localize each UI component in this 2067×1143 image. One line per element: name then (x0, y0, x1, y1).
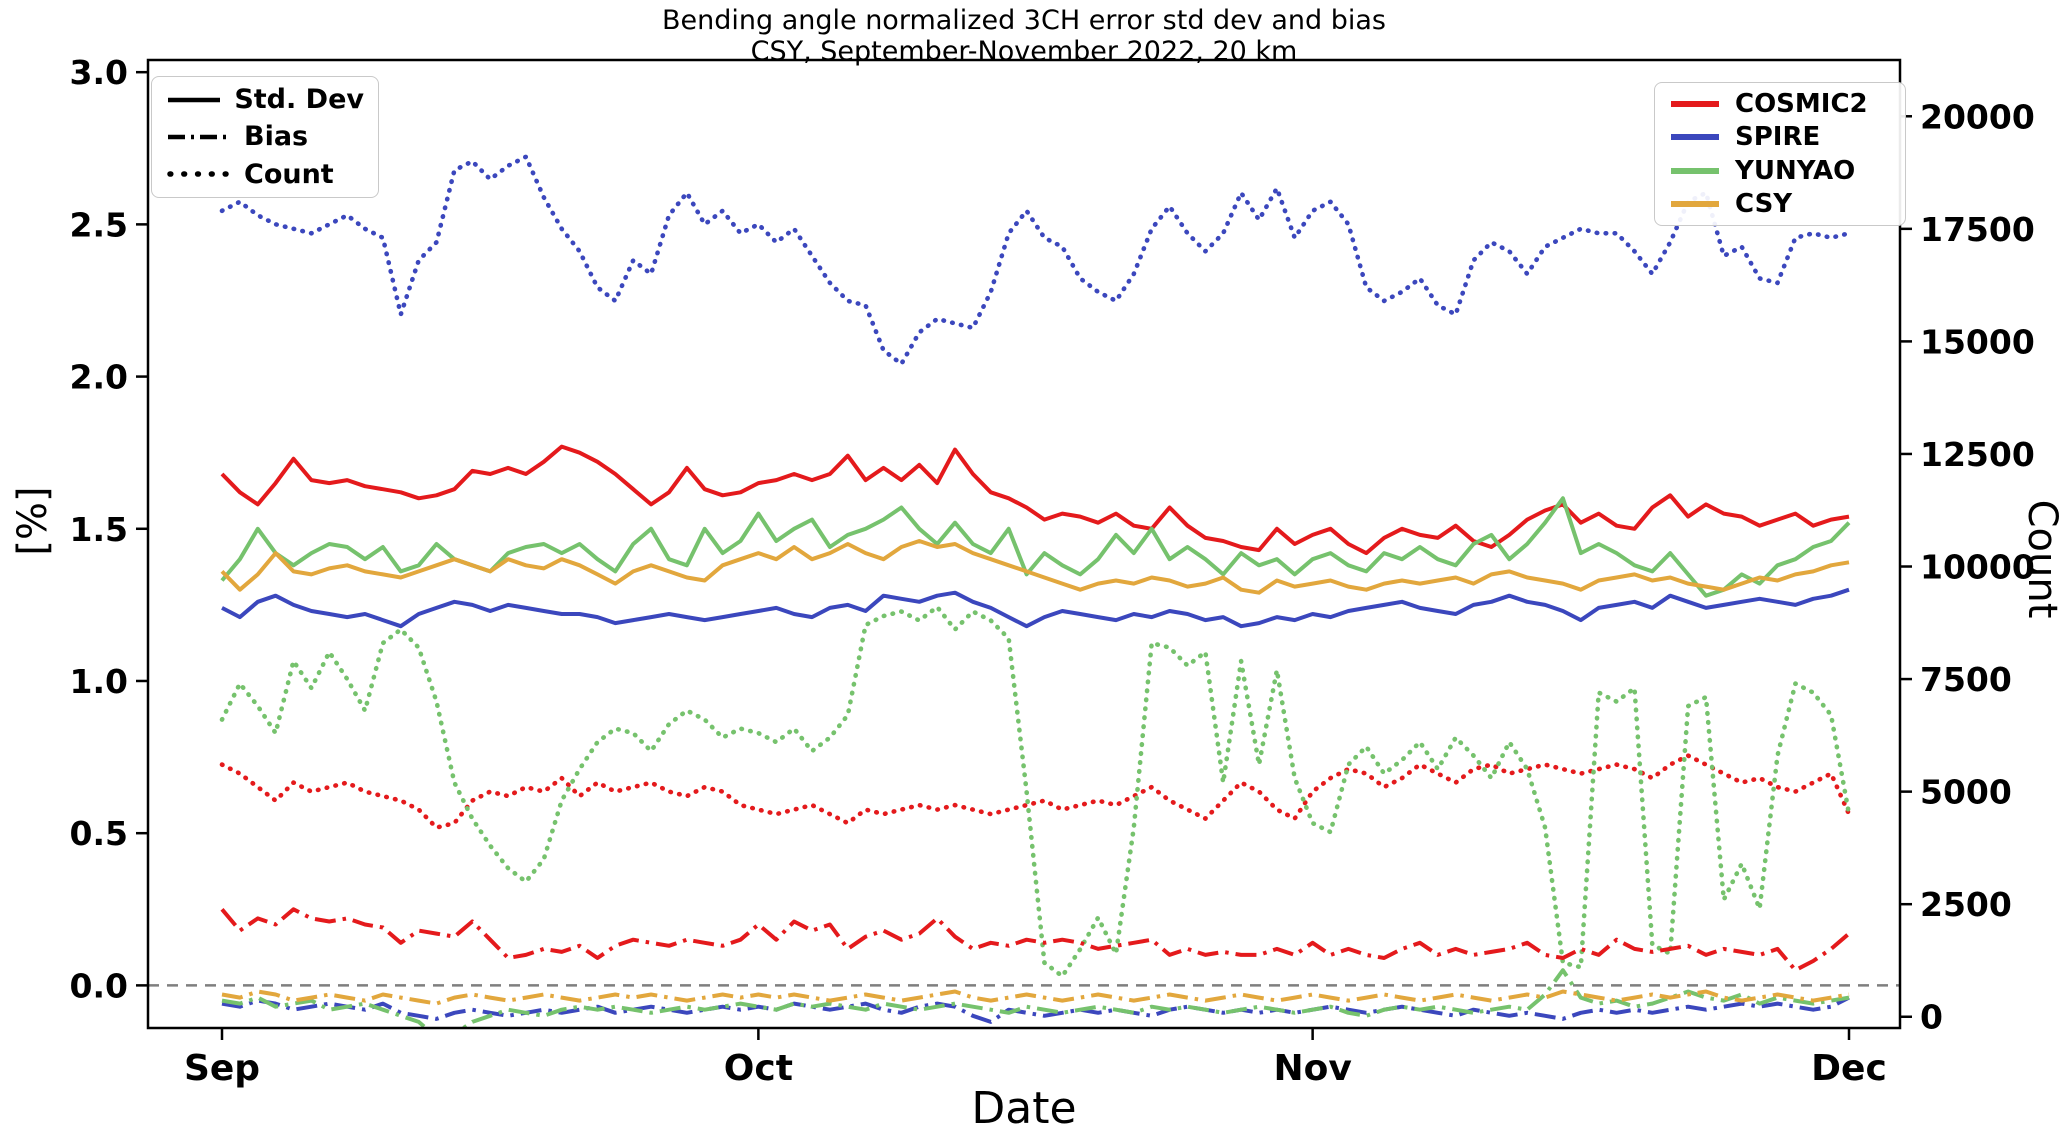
yunyao-color-swatch (1671, 167, 1719, 174)
svg-text:0.0: 0.0 (70, 966, 128, 1005)
dashdot-line-sample (168, 134, 228, 140)
svg-text:3.0: 3.0 (70, 53, 128, 92)
x-axis-label: Date (971, 1083, 1077, 1134)
solid-line-sample (168, 97, 221, 102)
constellation-legend: COSMIC2 SPIRE YUNYAO CSY (1654, 82, 1906, 226)
svg-text:2.0: 2.0 (70, 358, 128, 397)
csy-color-swatch (1671, 201, 1719, 208)
svg-text:15000: 15000 (1920, 322, 2035, 361)
legend-item-csy: CSY (1669, 188, 1891, 222)
legend-item-bias: Bias (166, 118, 364, 155)
line-style-legend: Std. Dev Bias Count (151, 76, 379, 198)
svg-text:Nov: Nov (1273, 1048, 1351, 1089)
legend-label-spire: SPIRE (1735, 122, 1821, 153)
legend-label-csy: CSY (1735, 189, 1793, 220)
cosmic2-color-swatch (1671, 100, 1719, 107)
legend-label-bias: Bias (244, 121, 309, 153)
svg-text:1.0: 1.0 (70, 662, 128, 701)
svg-text:17500: 17500 (1920, 210, 2035, 249)
svg-text:Oct: Oct (724, 1048, 793, 1089)
legend-label-stddev: Std. Dev (234, 84, 364, 116)
legend-item-cosmic2: COSMIC2 (1669, 87, 1891, 121)
legend-item-stddev: Std. Dev (166, 81, 364, 118)
svg-text:12500: 12500 (1920, 435, 2035, 474)
legend-item-spire: SPIRE (1669, 121, 1891, 155)
chart-title: Bending angle normalized 3CH error std d… (148, 5, 1900, 67)
legend-label-yunyao: YUNYAO (1735, 155, 1856, 186)
svg-text:2.5: 2.5 (70, 205, 128, 244)
chart-title-line2: CSY, September-November 2022, 20 km (750, 36, 1298, 67)
svg-text:10000: 10000 (1920, 548, 2035, 587)
legend-label-count: Count (244, 158, 334, 190)
chart-title-line1: Bending angle normalized 3CH error std d… (661, 5, 1386, 36)
svg-text:20000: 20000 (1920, 97, 2035, 136)
svg-text:2500: 2500 (1920, 885, 2012, 924)
svg-text:Sep: Sep (184, 1048, 260, 1089)
svg-text:0.5: 0.5 (70, 814, 128, 853)
svg-text:0: 0 (1920, 998, 1943, 1037)
svg-text:5000: 5000 (1920, 773, 2012, 812)
legend-item-yunyao: YUNYAO (1669, 154, 1891, 188)
dotted-line-sample (167, 171, 230, 178)
left-axis-label: [%] (10, 486, 56, 556)
svg-text:1.5: 1.5 (70, 510, 128, 549)
legend-item-count: Count (166, 156, 364, 193)
spire-color-swatch (1671, 134, 1719, 141)
svg-text:7500: 7500 (1920, 660, 2012, 699)
svg-text:Dec: Dec (1811, 1048, 1887, 1089)
right-axis-label: Count (2019, 499, 2065, 619)
legend-label-cosmic2: COSMIC2 (1735, 88, 1868, 119)
